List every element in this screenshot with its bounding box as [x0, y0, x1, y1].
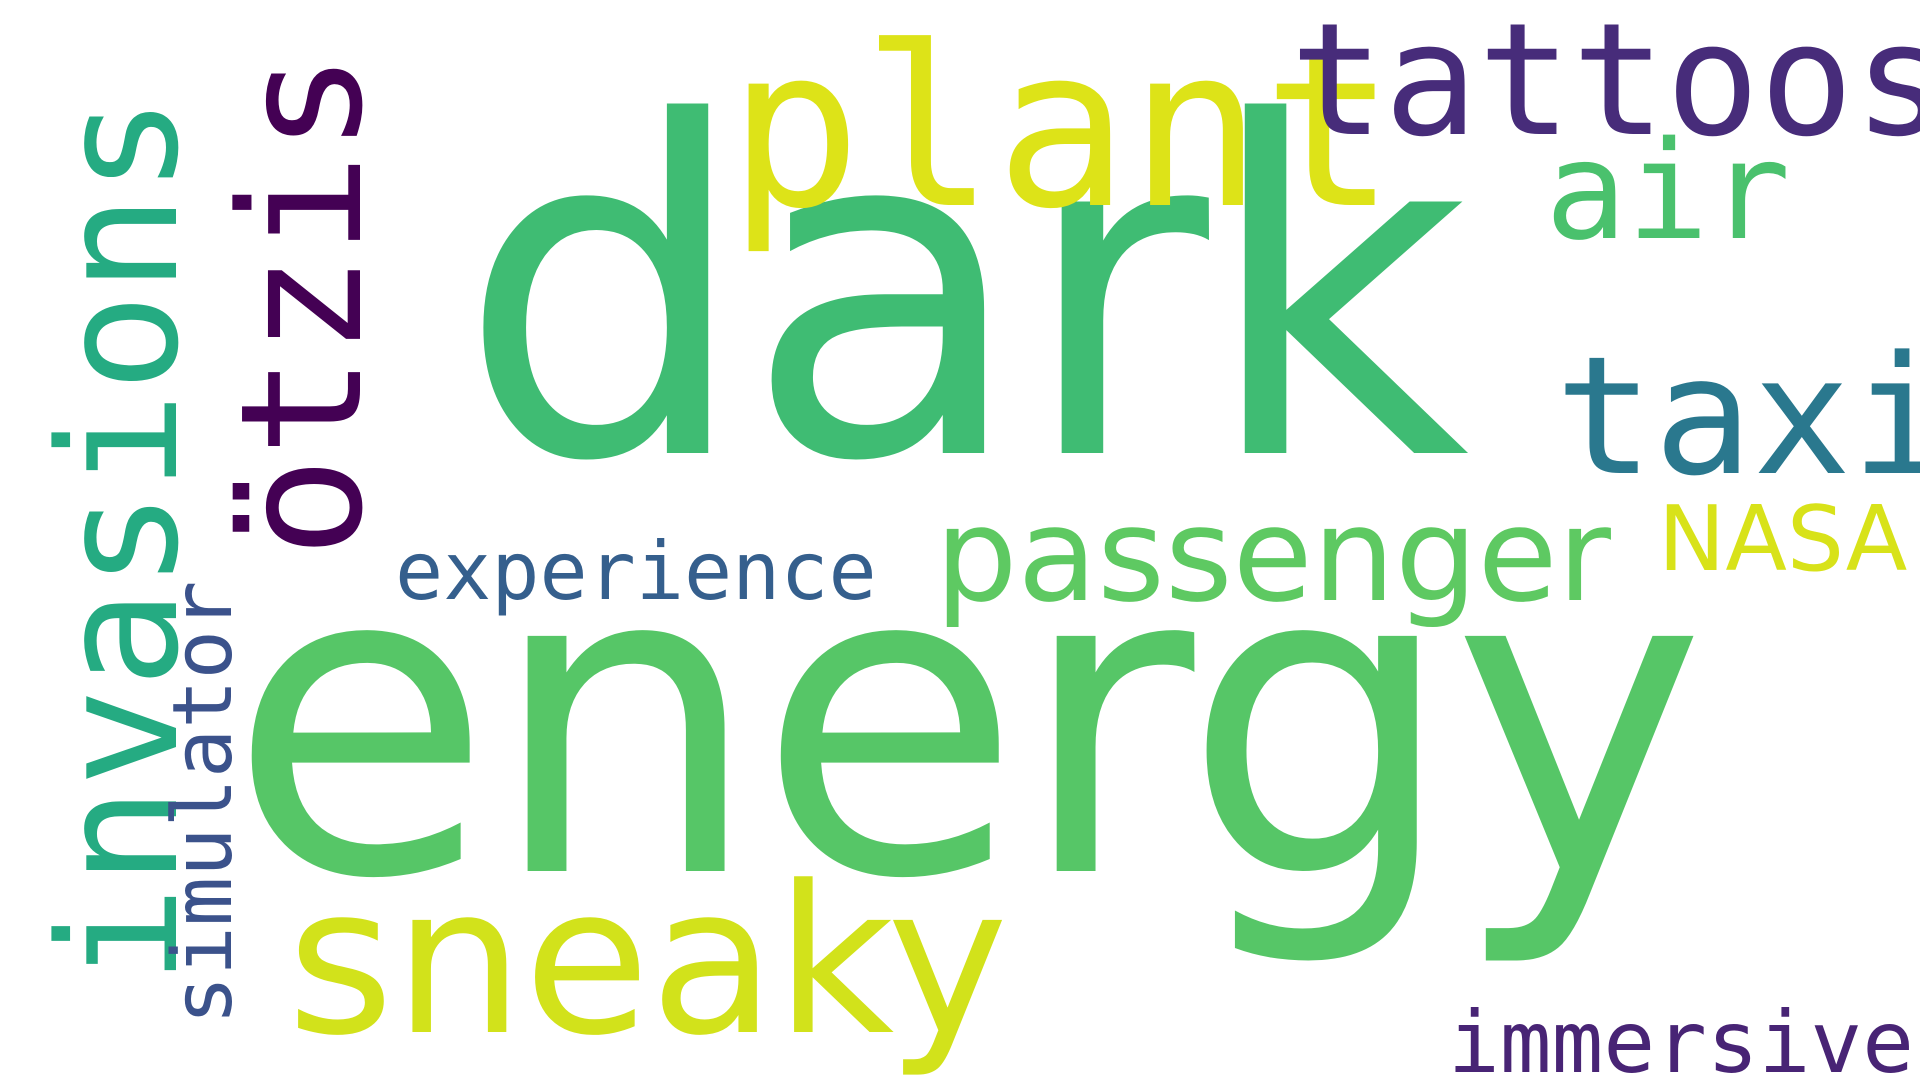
word-plant: plant: [728, 0, 1397, 258]
word-nasa: NASA: [1658, 487, 1908, 592]
word-sneaky: sneaky: [287, 843, 1009, 1080]
word-energy: energy: [228, 473, 1706, 973]
word-immersive: immersive: [1448, 993, 1914, 1080]
word-simulator: simulator: [156, 580, 251, 1025]
word-air: air: [1545, 113, 1791, 271]
word-dark: dark: [458, 27, 1469, 562]
word-experience: experience: [395, 525, 877, 618]
word-tattoos: tattoos: [1290, 0, 1920, 171]
word-passenger: passenger: [935, 479, 1611, 631]
word-otzis: ötzis: [204, 52, 400, 558]
word-taxi: taxi: [1555, 321, 1920, 512]
